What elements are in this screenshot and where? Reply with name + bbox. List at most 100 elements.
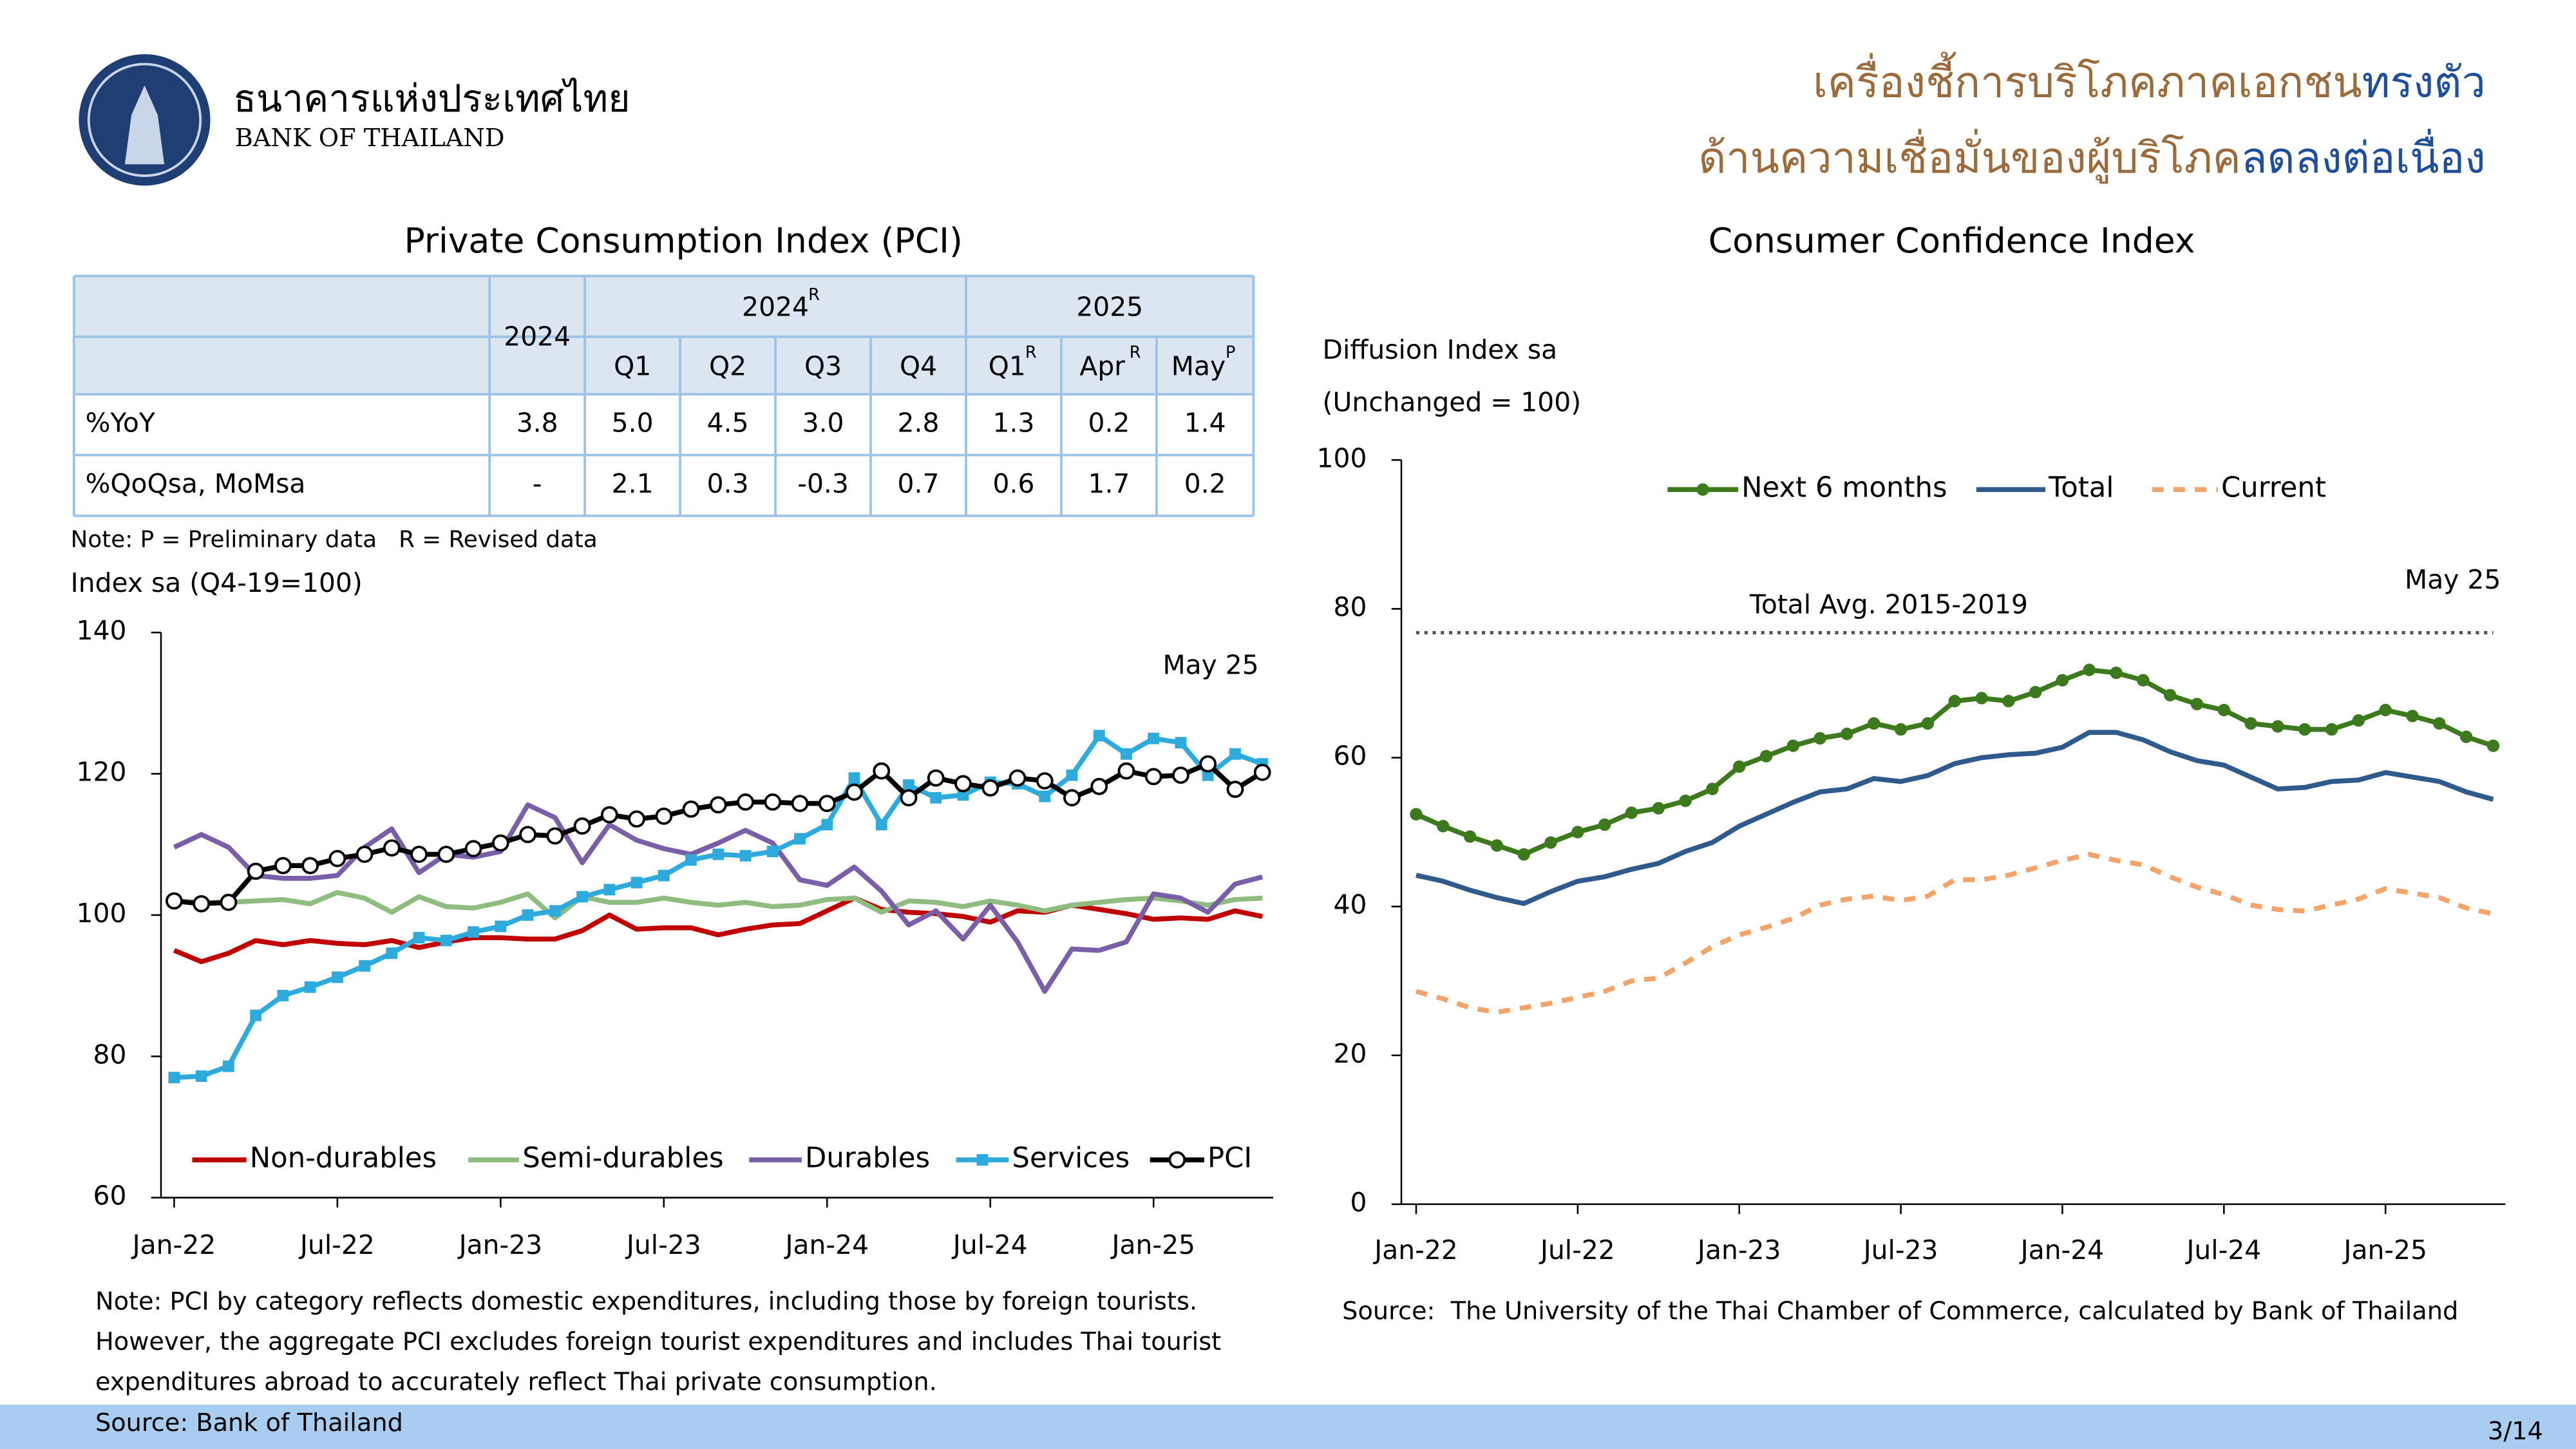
table-cell: 1.7 [1088, 468, 1130, 499]
marker [1175, 737, 1187, 749]
marker [2164, 688, 2177, 702]
legend-label: Semi-durables [522, 1142, 723, 1175]
marker [2352, 714, 2365, 727]
org-thai: ธนาคารแห่งประเทศไทย [233, 77, 630, 120]
table-cell: 1.4 [1184, 407, 1226, 438]
footer-band [0, 1405, 2576, 1449]
legend-label: PCI [1208, 1142, 1252, 1175]
marker [1009, 769, 1027, 787]
series-line [173, 802, 1264, 994]
marker [274, 857, 292, 875]
x-tick-label: Jul-24 [2184, 1235, 2261, 1265]
marker [1517, 848, 1530, 861]
marker [737, 793, 754, 811]
marker [2271, 720, 2284, 733]
marker [440, 934, 452, 947]
marker [682, 800, 700, 818]
table-cell: 3.8 [516, 407, 558, 438]
marker [1490, 839, 1504, 852]
marker [301, 857, 319, 875]
table-sup: R [1025, 343, 1037, 362]
marker [519, 826, 536, 844]
marker [875, 819, 887, 831]
x-tick-label: Jul-23 [1862, 1235, 1938, 1265]
marker [359, 960, 371, 972]
marker [1625, 806, 1638, 819]
table-cell: 4.5 [707, 407, 749, 438]
marker [1868, 717, 1880, 730]
marker [222, 1060, 234, 1072]
table-row-label: %YoY [86, 407, 155, 438]
marker [628, 810, 645, 828]
marker [1841, 727, 1853, 741]
marker [168, 1072, 180, 1084]
marker [2056, 674, 2069, 687]
marker [468, 926, 480, 938]
marker [655, 807, 673, 825]
legend-label: Total [2048, 472, 2114, 504]
marker [1437, 820, 1450, 833]
logo [79, 54, 211, 186]
marker [1544, 836, 1557, 849]
marker [981, 779, 999, 797]
marker [1066, 769, 1078, 781]
table-note: Note: P = Preliminary data R = Revised d… [71, 526, 598, 553]
marker [1090, 777, 1108, 795]
table-cell: 0.2 [1088, 407, 1130, 438]
marker [573, 817, 591, 835]
marker [355, 846, 374, 863]
marker [1598, 818, 1611, 831]
x-tick-label: Jul-23 [625, 1229, 701, 1260]
marker [2029, 686, 2042, 699]
title-part: ทรงตัว [2362, 57, 2486, 108]
marker [821, 819, 833, 831]
marker [712, 848, 724, 860]
y-tick-label: 40 [1334, 889, 1367, 920]
table-cell: -0.3 [797, 468, 849, 499]
marker [491, 834, 509, 852]
table-cell: 2.8 [898, 407, 940, 438]
marker [2459, 730, 2473, 743]
legend-label: Durables [805, 1142, 930, 1175]
y-tick-label: 80 [1334, 591, 1367, 622]
chart-note: However, the aggregate PCI excludes fore… [95, 1327, 1221, 1356]
marker [1226, 781, 1244, 799]
marker [250, 1009, 262, 1021]
marker [709, 796, 727, 814]
table-sup: P [1226, 343, 1235, 362]
marker [2083, 663, 2096, 676]
marker [220, 893, 238, 911]
series-line [1416, 730, 2494, 906]
marker [247, 862, 265, 880]
marker [1786, 739, 1800, 752]
marker [1093, 730, 1105, 742]
slide-title: ด้านความเชื่อมั่นของผู้บริโภคลดลงต่อเนื่… [1698, 128, 2485, 184]
marker [1172, 766, 1189, 784]
logo-figure [124, 85, 165, 165]
legend-label: Non-durables [250, 1142, 437, 1175]
marker [630, 876, 643, 889]
table-cell: 5.0 [612, 407, 654, 438]
marker [1202, 769, 1214, 781]
marker [495, 920, 507, 933]
y-tick-label: 100 [1317, 442, 1367, 473]
y-tick-label: 60 [1334, 741, 1367, 772]
marker [794, 833, 806, 845]
table-cell: - [533, 468, 542, 499]
marker [1463, 830, 1477, 843]
marker [927, 769, 945, 787]
table-row-label: %QoQsa, MoMsa [86, 468, 306, 499]
x-tick-label: Jan-25 [2342, 1235, 2427, 1265]
slide-title: เครื่องชี้การบริโภคภาคเอกชนทรงตัว [1813, 52, 2486, 108]
marker [522, 909, 534, 921]
marker [386, 947, 398, 960]
marker [1063, 789, 1081, 807]
marker [1144, 768, 1162, 786]
marker [2110, 667, 2123, 679]
marker [2325, 723, 2338, 736]
marker [957, 789, 969, 801]
marker [764, 793, 782, 811]
table-year: 2024 [504, 321, 571, 352]
marker [410, 846, 428, 863]
